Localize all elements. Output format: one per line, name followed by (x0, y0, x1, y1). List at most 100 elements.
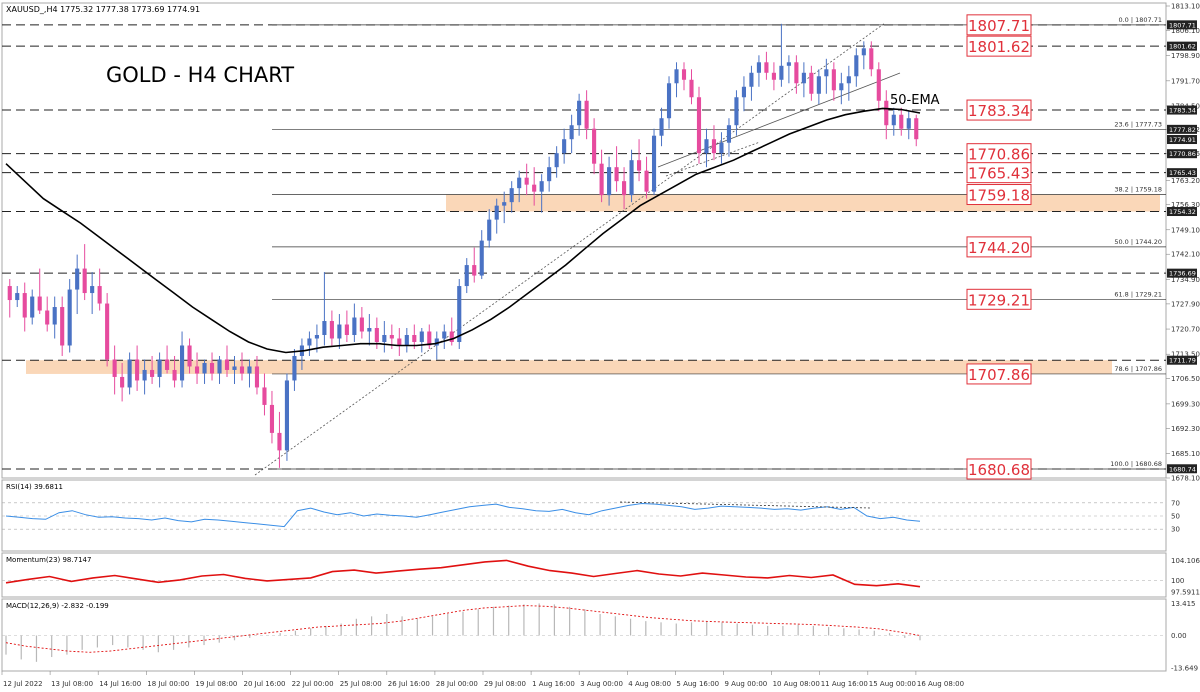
candle-body (135, 359, 140, 381)
candle-body (884, 100, 889, 126)
support-zone (446, 194, 1160, 212)
y-tick-label: 1713.50 (1171, 351, 1200, 359)
level-label: 1759.18 (968, 187, 1030, 205)
candle-body (607, 167, 612, 196)
candle-body (157, 359, 162, 377)
momentum-label: Momentum(23) 98.7147 (6, 556, 91, 564)
rsi-tick-label: 50 (1171, 513, 1180, 521)
candle-body (112, 359, 117, 377)
candle-body (524, 177, 529, 185)
candle-body (254, 366, 260, 388)
candle-body (644, 170, 649, 192)
candle-body (262, 387, 267, 405)
candle-body (509, 188, 514, 203)
candle-body (666, 83, 672, 119)
candle-body (209, 362, 215, 374)
candle-body (449, 331, 454, 342)
candle-body (284, 380, 290, 451)
candle-body (629, 160, 634, 196)
ema-label: 50-EMA (890, 93, 940, 108)
x-tick-label: 10 Aug 08:00 (773, 680, 820, 688)
candle-body (749, 72, 754, 87)
axis-badge-box (1167, 135, 1197, 145)
candle-body (90, 286, 95, 294)
candle-body (314, 335, 319, 339)
candle-body (367, 328, 372, 332)
momentum-tick-label: 100 (1171, 577, 1184, 585)
momentum-line (5, 559, 921, 588)
level-label: 1801.62 (968, 38, 1030, 56)
candle-body (659, 118, 664, 136)
axis-badge-label: 1801.62 (1169, 43, 1196, 51)
candle-body (839, 83, 844, 91)
candle-body (914, 118, 919, 140)
candle-body (794, 62, 799, 84)
candle-body (674, 69, 679, 84)
level-label-box (966, 99, 1032, 121)
candle-body (801, 72, 806, 84)
y-tick-label: 1727.90 (1171, 300, 1200, 308)
y-tick-label: 1763.20 (1171, 177, 1200, 185)
candle-body (202, 362, 207, 374)
candle-body (382, 335, 387, 342)
axis-badge-box (1167, 168, 1197, 178)
candle-body (82, 268, 87, 294)
x-tick-label: 14 Jul 16:00 (99, 680, 141, 688)
level-label-box (966, 35, 1032, 57)
candle-body (217, 359, 222, 374)
macd-signal-line (5, 605, 921, 653)
y-tick-label: 1734.90 (1171, 276, 1200, 284)
fib-level-label: 100.0 | 1680.68 (1110, 460, 1162, 468)
axis-badge-label: 1807.71 (1169, 21, 1196, 29)
level-label: 1765.43 (968, 165, 1030, 183)
candle-body (277, 432, 282, 451)
candle-body (786, 62, 791, 66)
candle-body (412, 335, 417, 342)
level-label: 1807.71 (968, 17, 1030, 35)
candle-body (142, 369, 147, 381)
candle-body (239, 366, 245, 374)
candle-body (442, 331, 447, 339)
y-tick-label: 1678.10 (1171, 475, 1200, 483)
candle-body (779, 65, 784, 80)
candle-body (292, 355, 297, 381)
level-label: 1729.21 (968, 291, 1030, 309)
candle-body (876, 69, 881, 101)
y-tick-label: 1813.10 (1171, 3, 1200, 11)
candle-body (404, 335, 409, 346)
axis-badge-label: 1754.32 (1169, 208, 1196, 216)
candle-body (599, 163, 604, 196)
candle-body (517, 177, 522, 189)
x-tick-label: 12 Jul 2022 (3, 680, 43, 688)
candle-body (479, 240, 484, 276)
candle-body (636, 160, 642, 171)
candle-body (854, 55, 859, 77)
candle-body (172, 369, 177, 381)
candle-body (824, 69, 829, 77)
level-label: 1744.20 (968, 239, 1030, 257)
candle-body (711, 139, 717, 154)
y-tick-label: 1791.70 (1171, 77, 1200, 85)
candle-body (831, 69, 836, 91)
axis-badge-box (1167, 464, 1197, 474)
rsi-tick-label: 70 (1171, 499, 1180, 507)
candle-body (704, 139, 709, 154)
candle-body (344, 324, 349, 336)
y-tick-label: 1692.30 (1171, 425, 1200, 433)
momentum-pane-frame (1, 552, 1167, 598)
candle-body (532, 184, 537, 192)
y-tick-label: 1756.30 (1171, 201, 1200, 209)
fib-level-label: 50.0 | 1744.20 (1114, 238, 1162, 246)
price-axis-badges: 1807.71 1801.62 1783.34 1777.82 1774.91 1770.… (1167, 20, 1197, 474)
y-tick-label: 1798.90 (1171, 52, 1200, 60)
y-tick-label: 1699.30 (1171, 400, 1200, 408)
axis-badge-box (1167, 207, 1197, 217)
chart-title: GOLD - H4 CHART (106, 63, 294, 87)
x-tick-label: 20 Jul 16:00 (244, 680, 286, 688)
x-tick-label: 25 Jul 08:00 (340, 680, 382, 688)
candlestick-series (7, 23, 919, 468)
x-tick-label: 13 Jul 08:00 (51, 680, 93, 688)
x-tick-label: 1 Aug 16:00 (532, 680, 575, 688)
candle-body (187, 345, 192, 367)
